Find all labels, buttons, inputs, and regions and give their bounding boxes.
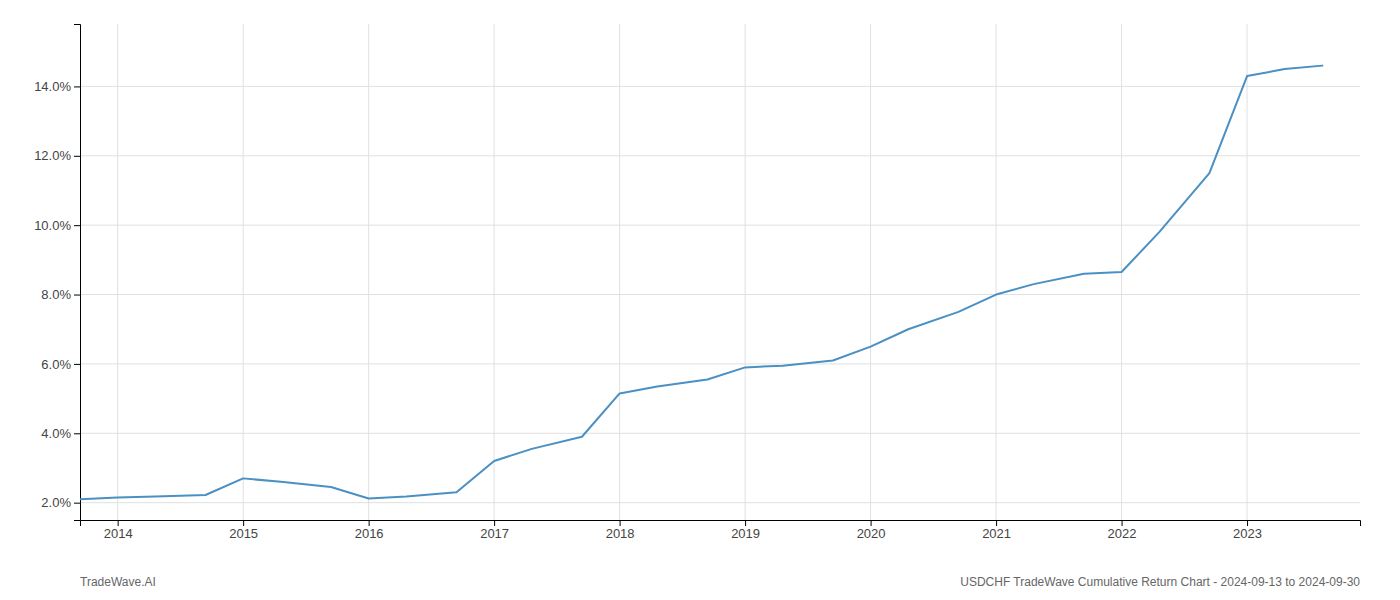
- tick-mark: [74, 295, 80, 296]
- tick: 2023: [1233, 520, 1262, 541]
- y-axis: 2.0% 4.0% 6.0% 8.0% 10.0% 12.0% 14.0%: [34, 25, 80, 521]
- axis-line: [74, 25, 81, 521]
- tick-mark: [996, 520, 997, 526]
- grid: [80, 24, 1360, 520]
- tick: 2015: [229, 520, 258, 541]
- tick: 8.0%: [41, 287, 80, 302]
- chart: 2014 2015 2016 2017 2018 2019 2020 2021 2022 2023…: [0, 0, 1400, 600]
- tick-mark: [1247, 520, 1248, 526]
- tick-label: 2022: [1108, 526, 1137, 541]
- tick: 2021: [982, 520, 1011, 541]
- tick-label: 2018: [606, 526, 635, 541]
- tick: 2016: [355, 520, 384, 541]
- tick-label: 12.0%: [34, 148, 71, 163]
- grid-line: [996, 24, 997, 520]
- tick: 2014: [104, 520, 133, 541]
- tick-mark: [74, 86, 80, 87]
- tick: 14.0%: [34, 79, 80, 94]
- tick-label: 2019: [731, 526, 760, 541]
- tick-mark: [871, 520, 872, 526]
- tick: 6.0%: [41, 357, 80, 372]
- tick-mark: [74, 225, 80, 226]
- tick: 2018: [606, 520, 635, 541]
- tick-mark: [74, 503, 80, 504]
- tick: 2019: [731, 520, 760, 541]
- tick-label: 2014: [104, 526, 133, 541]
- grid-line: [619, 24, 620, 520]
- tick-mark: [620, 520, 621, 526]
- plot-area: 2014 2015 2016 2017 2018 2019 2020 2021 2022 2023…: [34, 24, 1360, 541]
- tick-label: 14.0%: [34, 79, 71, 94]
- tick-label: 4.0%: [41, 426, 71, 441]
- marks: [80, 66, 1322, 500]
- grid-line: [745, 24, 746, 520]
- grid-line: [117, 24, 118, 520]
- tick-mark: [494, 520, 495, 526]
- line: [80, 66, 1322, 500]
- tick-mark: [74, 156, 80, 157]
- tick-label: 8.0%: [41, 287, 71, 302]
- footer: TradeWave.AI: [80, 575, 156, 589]
- grid-line: [494, 24, 495, 520]
- tick: 4.0%: [41, 426, 80, 441]
- grid-line: [80, 502, 1360, 503]
- tick: 2022: [1108, 520, 1137, 541]
- tick-label: 2021: [982, 526, 1011, 541]
- tick-mark: [745, 520, 746, 526]
- grid-line: [870, 24, 871, 520]
- tick-mark: [74, 364, 80, 365]
- grid-line: [80, 433, 1360, 434]
- tick: 2020: [857, 520, 886, 541]
- tick: 12.0%: [34, 148, 80, 163]
- grid-line: [80, 155, 1360, 156]
- tick-mark: [243, 520, 244, 526]
- grid-line: [80, 294, 1360, 295]
- tick-label: 2020: [857, 526, 886, 541]
- axis-line: [81, 521, 1361, 527]
- tick-label: 2015: [229, 526, 258, 541]
- tick: 10.0%: [34, 218, 80, 233]
- tick-mark: [118, 520, 119, 526]
- grid-line: [80, 86, 1360, 87]
- tick-label: 6.0%: [41, 357, 71, 372]
- tick-label: 2017: [480, 526, 509, 541]
- tick-label: 2023: [1233, 526, 1262, 541]
- tick: 2017: [480, 520, 509, 541]
- grid-line: [368, 24, 369, 520]
- title: USDCHF TradeWave Cumulative Return Chart…: [960, 575, 1360, 589]
- tick-label: 2016: [355, 526, 384, 541]
- grid-line: [1247, 24, 1248, 520]
- tick-mark: [74, 433, 80, 434]
- tick-label: 10.0%: [34, 218, 71, 233]
- grid-line: [243, 24, 244, 520]
- grid-line: [80, 225, 1360, 226]
- x-axis: 2014 2015 2016 2017 2018 2019 2020 2021 2022 2023: [81, 520, 1361, 541]
- grid-line: [80, 363, 1360, 364]
- tick-mark: [369, 520, 370, 526]
- tick-label: 2.0%: [41, 495, 71, 510]
- tick: 2.0%: [41, 495, 80, 510]
- tick-mark: [1122, 520, 1123, 526]
